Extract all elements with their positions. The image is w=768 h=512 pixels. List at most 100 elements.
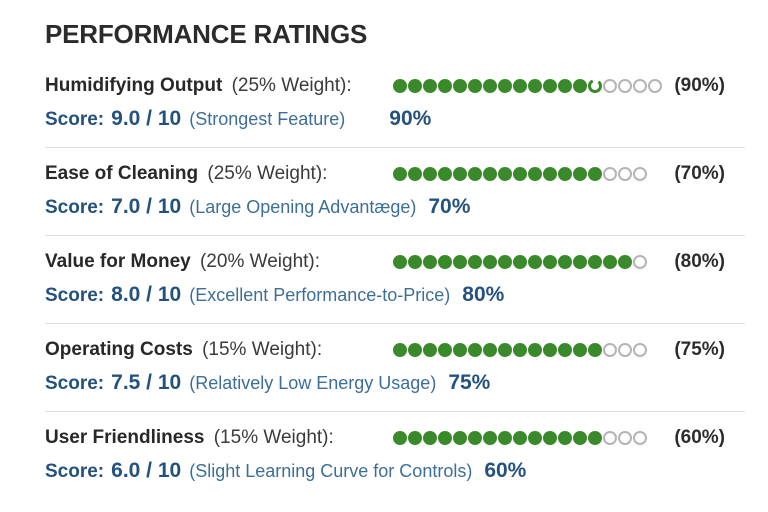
rating-dot-filled-icon: [588, 254, 602, 269]
rating-percent-paren: (75%): [674, 338, 725, 360]
rating-dot-filled-icon: [393, 430, 407, 445]
rating-dots-meter: [393, 78, 662, 93]
score-value: 8.0 / 10: [111, 282, 182, 306]
rating-score-line: Score: 8.0 / 10 (Excellent Performance-t…: [45, 283, 745, 307]
score-value: 6.0 / 10: [111, 458, 182, 482]
rating-dot-filled-icon: [468, 166, 482, 181]
rating-dot-filled-icon: [558, 342, 572, 357]
rating-name: Value for Money: [45, 250, 191, 272]
score-note: (Large Opening Advantæge): [189, 196, 417, 217]
score-value: 9.0 / 10: [111, 106, 182, 130]
rating-dot-filled-icon: [393, 342, 407, 357]
rating-dot-empty-icon: [603, 430, 617, 445]
rating-weight: (25% Weight):: [231, 74, 352, 96]
rating-dot-empty-icon: [633, 254, 647, 269]
rating-dot-empty-icon: [633, 430, 647, 445]
rating-dot-filled-icon: [408, 254, 422, 269]
rating-dot-empty-icon: [603, 166, 617, 181]
rating-dots-meter: [393, 254, 647, 269]
rating-dot-empty-icon: [633, 166, 647, 181]
rating-name: User Friendliness: [45, 426, 205, 448]
rating-row-header: Operating Costs (15% Weight): (75%): [45, 339, 745, 361]
rating-dot-filled-icon: [438, 166, 452, 181]
rating-dot-filled-icon: [468, 254, 482, 269]
rating-dot-filled-icon: [528, 342, 542, 357]
rating-dot-filled-icon: [543, 342, 557, 357]
rating-row-header: Value for Money (20% Weight): (80%): [45, 251, 745, 273]
rating-row: Operating Costs (15% Weight): (75%) Scor…: [45, 322, 745, 411]
score-note: (Strongest Feature): [189, 108, 346, 129]
rating-dot-filled-icon: [438, 430, 452, 445]
rating-dot-filled-icon: [423, 166, 437, 181]
rating-dot-filled-icon: [408, 166, 422, 181]
rating-dot-filled-icon: [528, 166, 542, 181]
score-label: Score:: [45, 284, 105, 306]
rating-dot-filled-icon: [438, 342, 452, 357]
rating-weight: (15% Weight):: [202, 338, 323, 360]
rating-name: Operating Costs: [45, 338, 193, 360]
rating-dot-filled-icon: [543, 254, 557, 269]
rating-dot-filled-icon: [393, 78, 407, 93]
rating-dot-filled-icon: [408, 430, 422, 445]
rating-dot-filled-icon: [558, 166, 572, 181]
rating-dot-filled-icon: [528, 430, 542, 445]
rating-dot-filled-icon: [588, 166, 602, 181]
rating-dot-filled-icon: [558, 430, 572, 445]
score-value: 7.5 / 10: [111, 370, 182, 394]
rating-dot-empty-icon: [618, 430, 632, 445]
rating-dot-empty-icon: [618, 166, 632, 181]
rating-row: Value for Money (20% Weight): (80%) Scor…: [45, 234, 745, 323]
rating-dot-filled-icon: [498, 430, 512, 445]
score-label: Score:: [45, 196, 105, 218]
rating-dots-meter: [393, 430, 647, 445]
rating-dot-filled-icon: [573, 430, 587, 445]
rating-dot-filled-icon: [573, 254, 587, 269]
rating-weight: (25% Weight):: [207, 162, 328, 184]
rating-dot-empty-icon: [603, 342, 617, 357]
rating-dot-filled-icon: [558, 254, 572, 269]
rating-row: User Friendliness (15% Weight): (60%) Sc…: [45, 410, 745, 499]
rating-dot-empty-icon: [618, 342, 632, 357]
rating-name: Ease of Cleaning: [45, 162, 199, 184]
rating-dot-filled-icon: [543, 430, 557, 445]
rating-dot-empty-icon: [603, 78, 617, 93]
rating-row: Humidifying Output (25% Weight): (90%) S…: [45, 60, 745, 147]
score-percent: 60%: [484, 458, 527, 482]
score-note: (Relatively Low Energy Usage): [189, 372, 437, 393]
rating-row-header: Ease of Cleaning (25% Weight): (70%): [45, 163, 745, 185]
rating-dot-empty-icon: [633, 342, 647, 357]
rating-dot-filled-icon: [408, 78, 422, 93]
rating-dot-filled-icon: [393, 166, 407, 181]
rating-dot-empty-icon: [648, 78, 662, 93]
rating-dot-filled-icon: [483, 78, 497, 93]
rating-dot-filled-icon: [543, 78, 557, 93]
rating-dot-filled-icon: [483, 254, 497, 269]
rating-dot-filled-icon: [498, 254, 512, 269]
rating-dot-filled-icon: [528, 78, 542, 93]
rating-dots-meter: [393, 166, 647, 181]
rating-dot-filled-icon: [468, 78, 482, 93]
rating-dot-filled-icon: [453, 78, 467, 93]
rating-dot-filled-icon: [573, 78, 587, 93]
rating-dot-empty-icon: [633, 78, 647, 93]
rating-weight: (15% Weight):: [213, 426, 334, 448]
rating-dots-meter: [393, 342, 647, 357]
score-percent: 80%: [462, 282, 505, 306]
rating-dot-filled-icon: [513, 430, 527, 445]
rating-percent-paren: (70%): [674, 162, 725, 184]
rating-dot-filled-icon: [423, 430, 437, 445]
rating-dot-filled-icon: [453, 342, 467, 357]
rating-dot-filled-icon: [573, 342, 587, 357]
rating-dot-filled-icon: [438, 78, 452, 93]
rating-label: Ease of Cleaning (25% Weight):: [45, 163, 393, 185]
page-title: PERFORMANCE RATINGS: [45, 19, 368, 49]
score-label: Score:: [45, 108, 105, 130]
rating-percent-paren: (80%): [674, 250, 725, 272]
rating-dot-filled-icon: [423, 78, 437, 93]
rating-dot-filled-icon: [438, 254, 452, 269]
rating-dot-filled-icon: [618, 254, 632, 269]
rating-score-line: Score: 7.5 / 10 (Relatively Low Energy U…: [45, 371, 745, 395]
score-label: Score:: [45, 372, 105, 394]
rating-dot-filled-icon: [468, 430, 482, 445]
